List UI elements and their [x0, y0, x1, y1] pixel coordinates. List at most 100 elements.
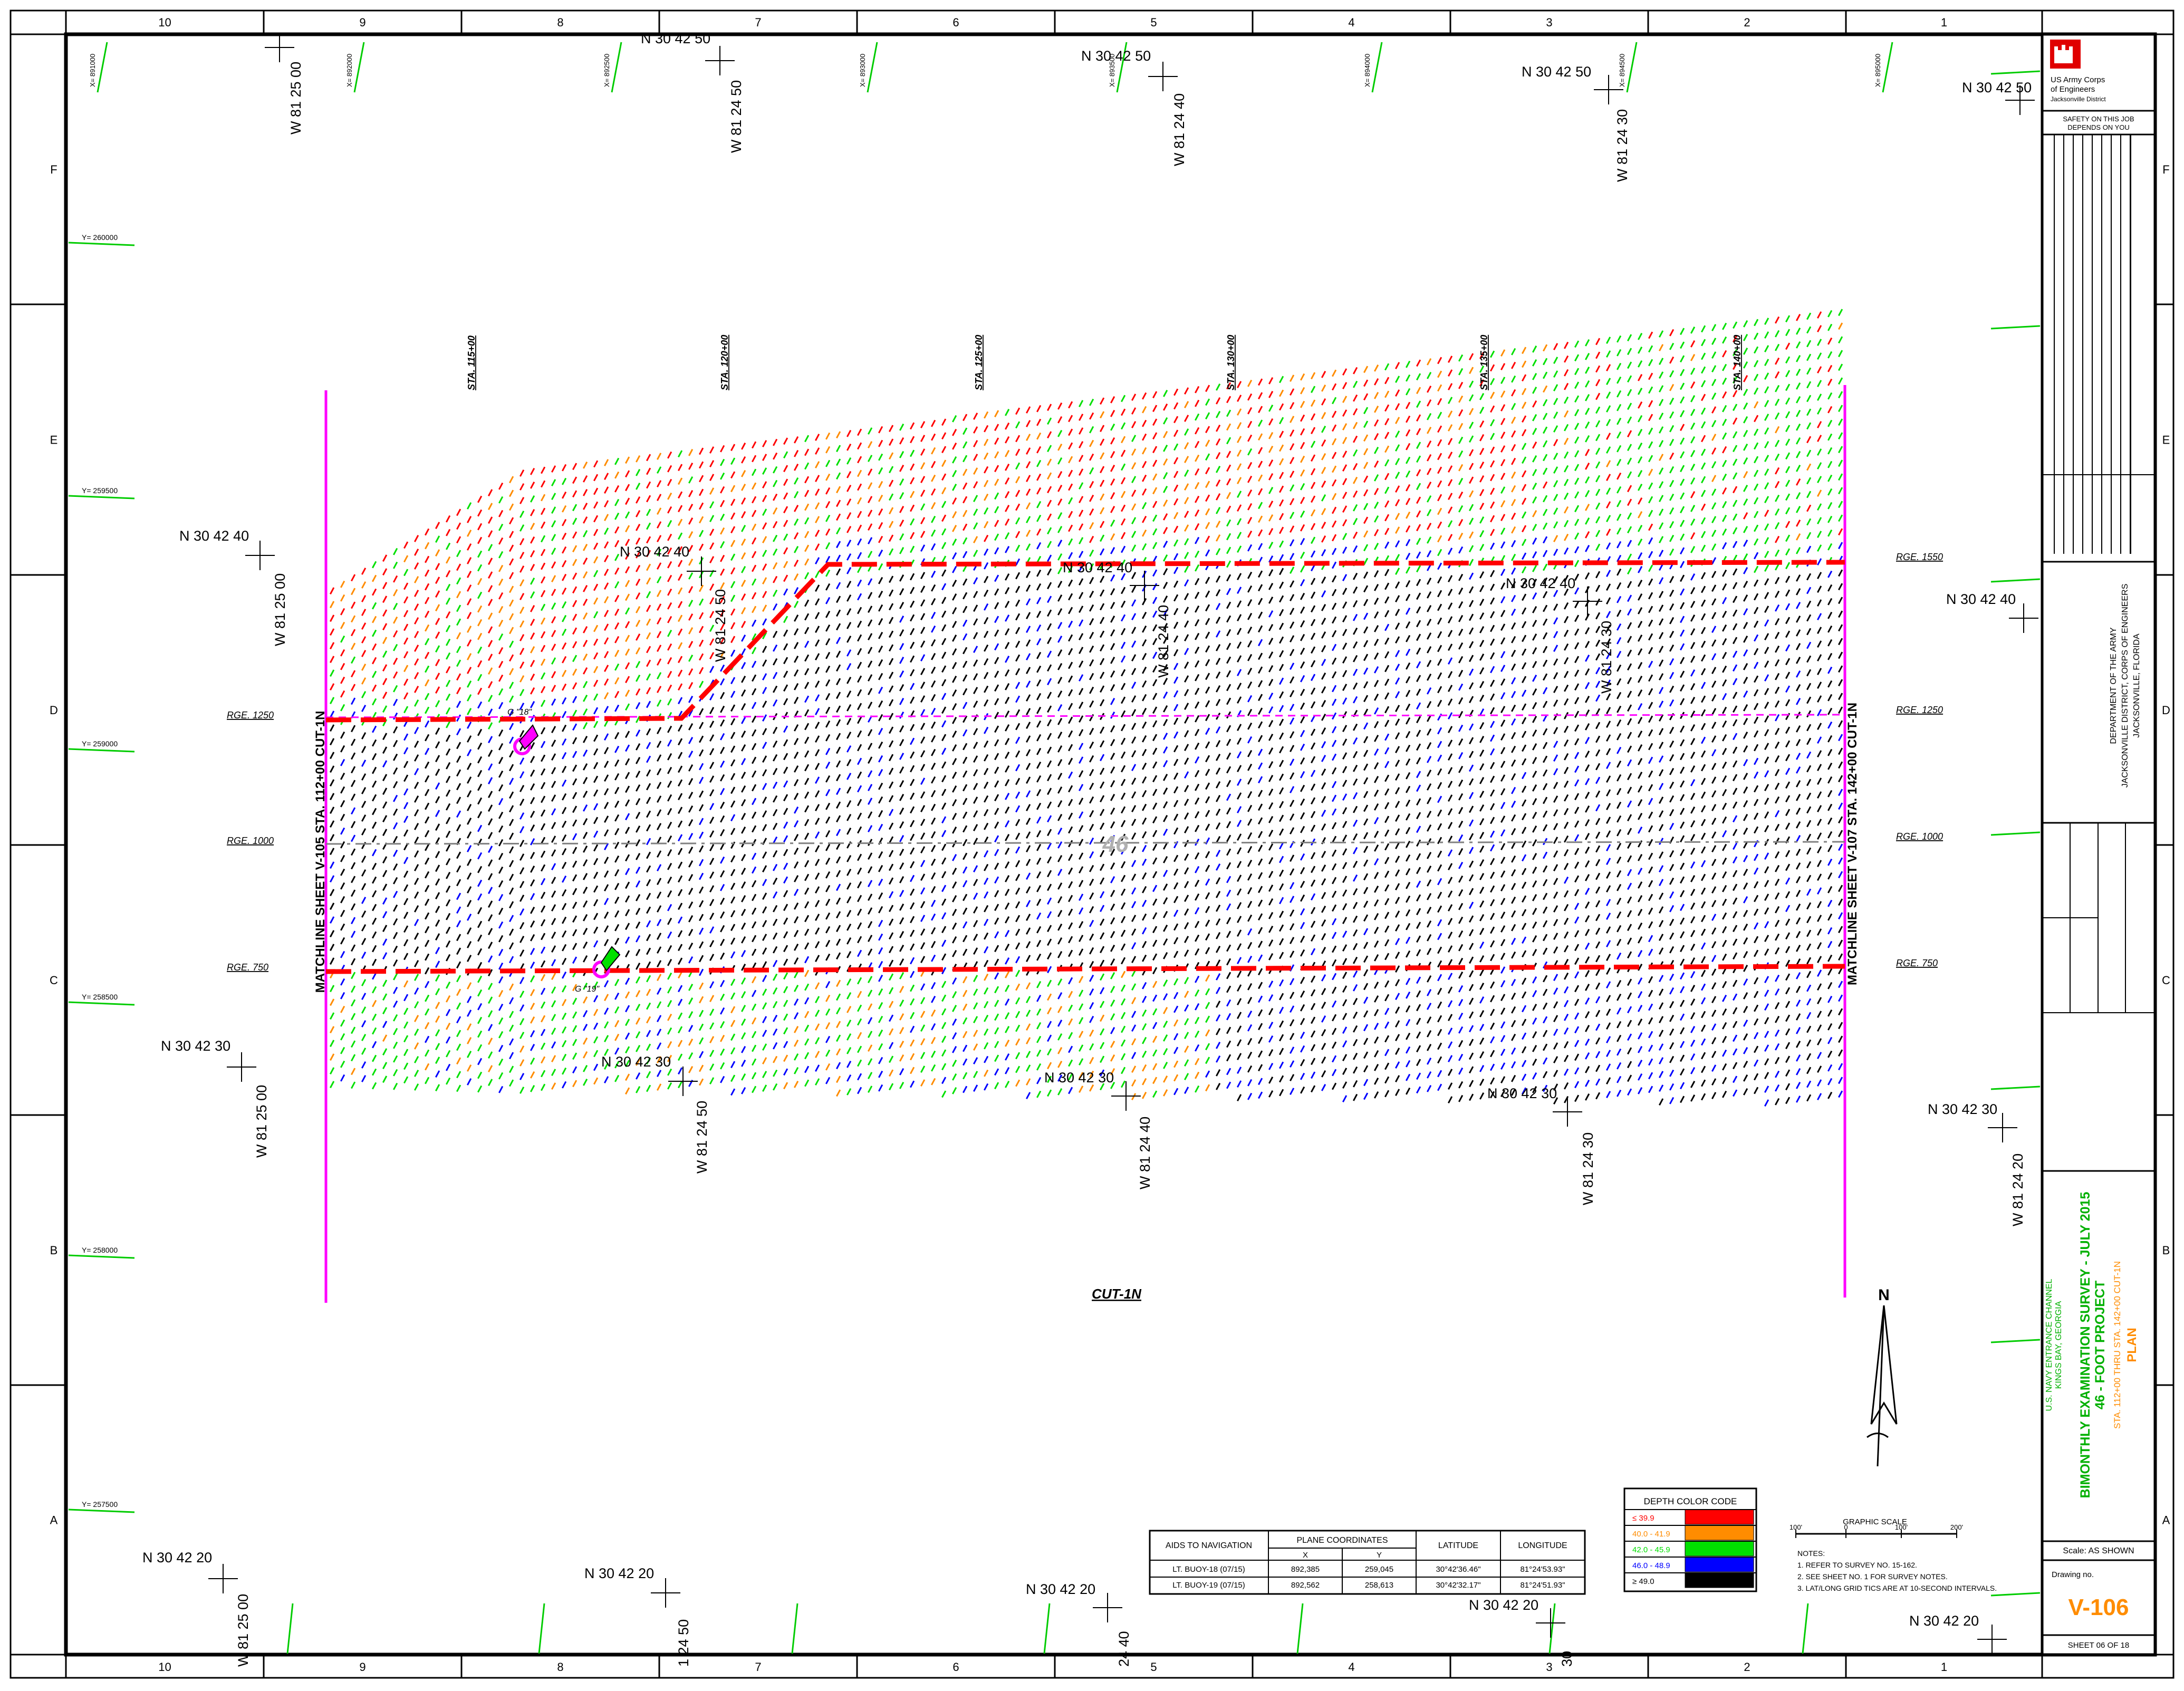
sounding — [699, 804, 704, 812]
sounding — [340, 1006, 345, 1013]
sounding — [330, 820, 334, 828]
sounding — [1089, 591, 1094, 598]
sounding — [1047, 623, 1052, 630]
sounding — [435, 686, 440, 694]
sounding — [541, 549, 545, 556]
sounding — [1290, 416, 1294, 423]
sounding — [477, 1017, 482, 1024]
sounding — [467, 927, 472, 935]
sounding — [910, 752, 915, 759]
sounding — [477, 811, 482, 819]
sounding — [1142, 804, 1147, 811]
sounding — [1152, 981, 1157, 988]
sounding — [593, 831, 598, 838]
sounding — [477, 948, 482, 956]
sounding — [910, 697, 915, 704]
sounding — [1353, 532, 1358, 539]
sounding — [984, 974, 988, 981]
sounding — [878, 563, 883, 571]
sounding — [910, 998, 915, 1006]
sounding — [519, 840, 524, 847]
sounding — [825, 611, 830, 618]
grid-tick — [1803, 1603, 1808, 1654]
sounding — [1247, 654, 1252, 661]
sounding — [1089, 700, 1094, 708]
sounding — [773, 987, 777, 995]
row-label: B — [50, 1244, 58, 1257]
sounding — [541, 782, 545, 790]
sounding — [1374, 831, 1379, 838]
sounding — [1089, 988, 1094, 996]
sounding — [1110, 766, 1115, 774]
sounding — [562, 834, 566, 842]
sounding — [1142, 694, 1147, 702]
sounding — [519, 607, 524, 614]
sounding — [657, 768, 661, 775]
sounding — [1163, 1048, 1168, 1055]
sounding — [361, 814, 366, 822]
sounding — [1300, 538, 1305, 545]
sounding — [1047, 801, 1052, 809]
sounding — [1374, 803, 1379, 811]
sounding — [773, 960, 777, 967]
sounding — [1332, 1083, 1336, 1090]
sounding — [593, 1036, 598, 1044]
sounding — [361, 581, 366, 589]
sounding — [530, 866, 535, 873]
sounding — [1205, 933, 1210, 940]
sounding — [878, 728, 883, 735]
sounding — [941, 446, 946, 453]
sounding — [541, 700, 545, 707]
sounding — [846, 841, 851, 849]
sounding — [1332, 685, 1336, 693]
sounding — [330, 1081, 334, 1088]
sounding — [604, 733, 609, 741]
sounding — [1205, 919, 1210, 927]
sounding — [857, 484, 862, 491]
sounding — [678, 1026, 682, 1033]
sounding — [931, 886, 936, 893]
sounding — [1332, 1055, 1336, 1063]
sounding — [952, 909, 957, 916]
sounding — [1300, 552, 1305, 559]
sounding — [1374, 707, 1379, 715]
sounding — [709, 885, 714, 892]
sounding — [604, 678, 609, 686]
sounding — [382, 856, 387, 863]
sounding — [1384, 843, 1389, 851]
sounding — [889, 1069, 893, 1077]
sounding — [1026, 653, 1031, 660]
sounding — [1247, 1079, 1252, 1087]
sounding — [920, 764, 925, 771]
sounding — [372, 561, 377, 569]
sounding — [952, 443, 957, 450]
sounding — [382, 925, 387, 932]
sounding — [1068, 1032, 1073, 1040]
sounding — [1047, 952, 1052, 959]
sounding — [1057, 732, 1062, 739]
sounding — [583, 667, 588, 675]
sounding — [1216, 795, 1220, 802]
sounding — [625, 621, 630, 628]
sounding — [973, 659, 978, 667]
sounding — [952, 1073, 957, 1081]
sounding — [446, 1009, 450, 1016]
sounding — [910, 464, 915, 471]
sounding — [519, 785, 524, 792]
sounding — [1258, 515, 1263, 523]
sounding — [984, 411, 988, 419]
sounding — [1226, 780, 1231, 787]
sounding — [984, 425, 988, 433]
sounding — [488, 736, 493, 743]
sounding — [1173, 910, 1178, 917]
sounding — [467, 982, 472, 989]
sounding — [1152, 775, 1157, 782]
sounding — [425, 912, 429, 920]
sounding — [920, 819, 925, 826]
sounding — [1089, 920, 1094, 927]
sounding — [604, 761, 609, 768]
sounding — [836, 979, 841, 987]
sounding — [720, 747, 725, 754]
sounding — [1089, 1057, 1094, 1064]
sounding — [541, 577, 545, 584]
